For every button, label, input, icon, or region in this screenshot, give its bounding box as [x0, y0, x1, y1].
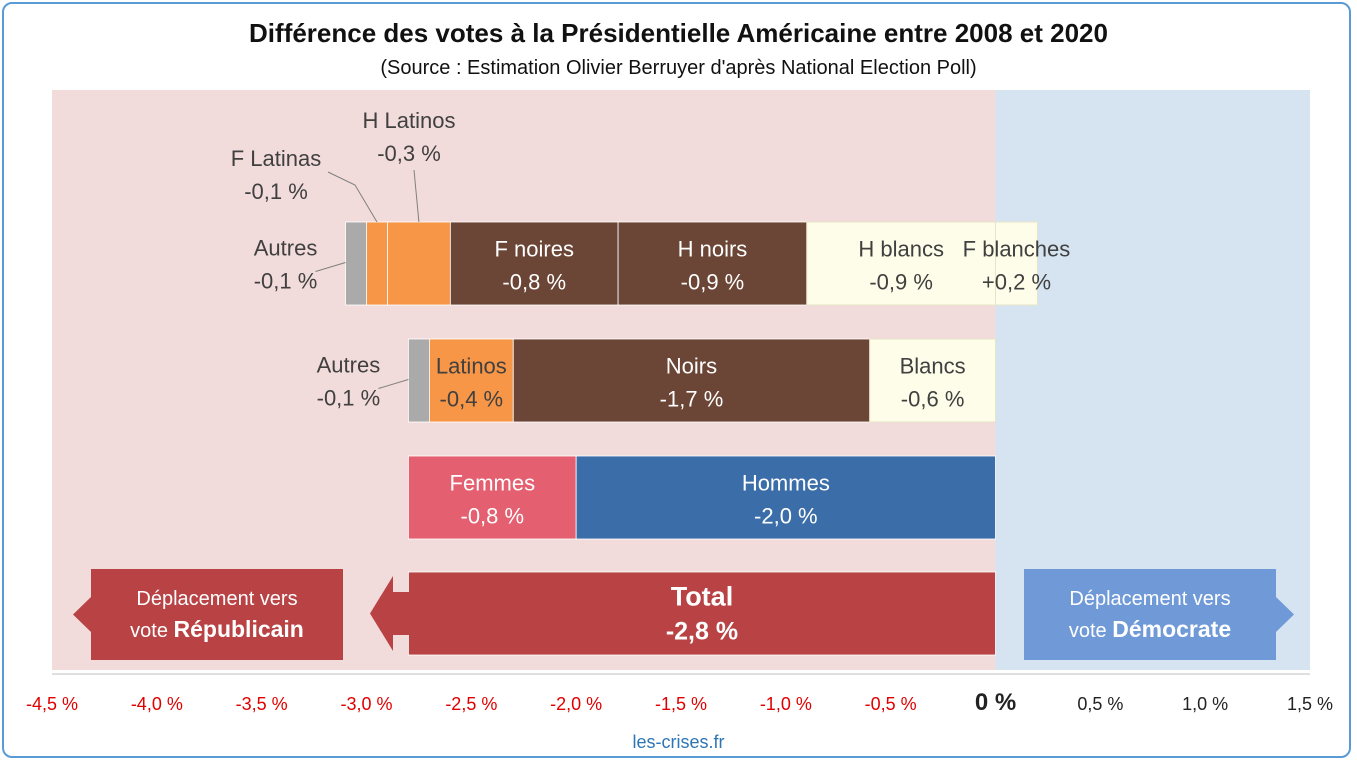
data-value-latinos: -0,4 %	[440, 387, 504, 412]
callout-arrow-left-icon	[73, 597, 91, 632]
data-label-latinos: Latinos	[436, 354, 507, 379]
bar-segment-h-noirs	[617, 221, 808, 306]
data-value-autres: -0,1 %	[317, 386, 381, 411]
bar-segment-hommes	[575, 455, 996, 540]
data-label-total-name: Total	[671, 582, 734, 612]
x-tick-label: -2,0 %	[550, 694, 602, 714]
bar-segment-noirs	[512, 338, 871, 423]
data-value-f-noires: -0,8 %	[502, 270, 566, 295]
x-tick-label: 1,5 %	[1287, 694, 1333, 714]
callout-emphasis: Démocrate	[1112, 616, 1231, 642]
data-value-f-blanches: +0,2 %	[982, 270, 1051, 295]
bar-segment-f-noires	[449, 221, 619, 306]
x-tick-label: -0,5 %	[865, 694, 917, 714]
bar-segment-total	[408, 571, 996, 656]
data-label-f-noires: F noires	[494, 237, 573, 262]
callout-text-line2: vote Républicain	[130, 616, 304, 642]
bar-segment-f-blanches	[995, 221, 1038, 306]
x-tick-label: -3,5 %	[236, 694, 288, 714]
data-label-autres: Autres	[317, 353, 381, 378]
data-value-noirs: -1,7 %	[660, 387, 724, 412]
callout-box-democrate	[1024, 569, 1276, 660]
left-arrow-icon	[370, 576, 409, 651]
data-label-noirs: Noirs	[666, 354, 717, 379]
data-value-blancs: -0,6 %	[901, 387, 965, 412]
leader-line-f-latinas	[327, 171, 378, 223]
data-value-femmes: -0,8 %	[461, 504, 525, 529]
bar-segment-h-latinos	[387, 221, 451, 306]
leader-line-autres	[315, 262, 346, 272]
data-value-h-blancs: -0,9 %	[869, 270, 933, 295]
data-value-h-latinos: -0,3 %	[377, 141, 441, 166]
data-label-h-noirs: H noirs	[678, 237, 748, 262]
x-tick-label: -1,0 %	[760, 694, 812, 714]
x-tick-label: 0,5 %	[1077, 694, 1123, 714]
bar-segment-f-latinas	[366, 221, 388, 306]
callout-text-line1: Déplacement vers	[1069, 588, 1230, 610]
data-value-f-latinas: -0,1 %	[244, 179, 308, 204]
data-value-h-noirs: -0,9 %	[681, 270, 745, 295]
data-label-femmes: Femmes	[450, 471, 536, 496]
x-tick-label: -4,5 %	[26, 694, 78, 714]
data-label-total-value: -2,8 %	[666, 618, 738, 646]
x-tick-label: 1,0 %	[1182, 694, 1228, 714]
callout-arrow-right-icon	[1276, 597, 1294, 632]
x-tick-label: 0 %	[975, 689, 1016, 716]
bar-segment-latinos	[428, 338, 514, 423]
leader-line-autres	[378, 379, 409, 389]
data-label-h-blancs: H blancs	[858, 237, 944, 262]
bar-segment-autres	[408, 338, 430, 423]
callout-prefix: vote	[130, 620, 173, 642]
data-label-f-latinas: F Latinas	[231, 146, 322, 171]
bar-segment-femmes	[408, 455, 577, 540]
data-label-h-latinos: H Latinos	[363, 108, 456, 133]
callout-box-republicain	[91, 569, 343, 660]
data-label-blancs: Blancs	[900, 354, 966, 379]
data-label-f-blanches: F blanches	[963, 237, 1071, 262]
chart-title: Différence des votes à la Présidentielle…	[249, 18, 1108, 48]
bar-segment-h-blancs	[806, 221, 996, 306]
callout-emphasis: Républicain	[174, 616, 304, 642]
bar-segment-autres	[345, 221, 367, 306]
data-value-hommes: -2,0 %	[754, 504, 818, 529]
callout-prefix: vote	[1069, 620, 1112, 642]
bar-segment-blancs	[869, 338, 997, 423]
data-label-hommes: Hommes	[742, 471, 830, 496]
data-value-autres: -0,1 %	[254, 269, 318, 294]
x-tick-label: -3,0 %	[340, 694, 392, 714]
chart-subtitle: (Source : Estimation Olivier Berruyer d'…	[380, 57, 977, 79]
x-tick-label: -4,0 %	[131, 694, 183, 714]
data-label-autres: Autres	[254, 236, 318, 261]
callout-text-line2: vote Démocrate	[1069, 616, 1231, 642]
x-tick-label: -2,5 %	[445, 694, 497, 714]
x-tick-label: -1,5 %	[655, 694, 707, 714]
source-credit[interactable]: les-crises.fr	[632, 732, 725, 752]
callout-text-line1: Déplacement vers	[136, 588, 297, 610]
leader-line-h-latinos	[413, 169, 420, 223]
